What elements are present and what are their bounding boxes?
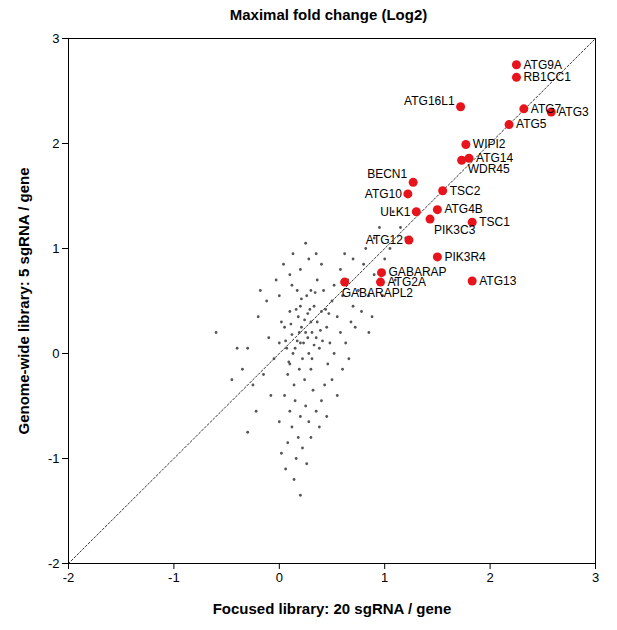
svg-text:WDR45: WDR45 bbox=[468, 162, 510, 176]
svg-text:ATG4B: ATG4B bbox=[444, 202, 482, 216]
svg-text:ATG2A: ATG2A bbox=[387, 274, 426, 289]
svg-text:Genome-wide library: 5 sgRNA /: Genome-wide library: 5 sgRNA / gene bbox=[15, 167, 32, 434]
svg-text:WIPI2: WIPI2 bbox=[473, 137, 506, 151]
svg-text:GABARAP: GABARAP bbox=[388, 265, 447, 280]
svg-text:GABARAPL2: GABARAPL2 bbox=[342, 286, 414, 300]
svg-text:1: 1 bbox=[52, 241, 59, 256]
svg-text:ATG14: ATG14 bbox=[476, 151, 514, 165]
svg-text:ATG5: ATG5 bbox=[516, 117, 547, 131]
svg-text:-2: -2 bbox=[63, 570, 75, 585]
svg-text:Focused library: 20 sgRNA / ge: Focused library: 20 sgRNA / gene bbox=[213, 600, 452, 617]
svg-text:PIK3R4: PIK3R4 bbox=[444, 250, 486, 264]
svg-text:-2: -2 bbox=[48, 556, 60, 571]
svg-text:ATG10: ATG10 bbox=[365, 187, 402, 201]
svg-text:TSC2: TSC2 bbox=[450, 184, 481, 198]
svg-text:0: 0 bbox=[52, 346, 59, 361]
svg-text:ATG13: ATG13 bbox=[479, 274, 516, 288]
svg-text:ULK1: ULK1 bbox=[380, 205, 410, 219]
svg-text:0: 0 bbox=[276, 570, 283, 585]
svg-text:ATG12: ATG12 bbox=[366, 233, 403, 247]
svg-text:ATG16L1: ATG16L1 bbox=[404, 94, 455, 108]
svg-text:BECN1: BECN1 bbox=[367, 167, 407, 181]
svg-text:-1: -1 bbox=[48, 451, 60, 466]
svg-text:2: 2 bbox=[486, 570, 493, 585]
svg-text:3: 3 bbox=[52, 31, 59, 46]
svg-text:2: 2 bbox=[52, 136, 59, 151]
svg-text:ATG3: ATG3 bbox=[558, 105, 589, 119]
svg-text:3: 3 bbox=[592, 570, 599, 585]
svg-text:ATG7: ATG7 bbox=[531, 102, 562, 116]
svg-text:-1: -1 bbox=[168, 570, 180, 585]
svg-text:ATG9A: ATG9A bbox=[523, 57, 562, 72]
html-text:Maximal fold change (Log2): Maximal fold change (Log2) bbox=[229, 6, 428, 23]
svg-text:RB1CC1: RB1CC1 bbox=[523, 70, 571, 84]
svg-text:TSC1: TSC1 bbox=[479, 215, 510, 229]
svg-text:1: 1 bbox=[381, 570, 388, 585]
svg-text:PIK3C3: PIK3C3 bbox=[434, 223, 476, 237]
